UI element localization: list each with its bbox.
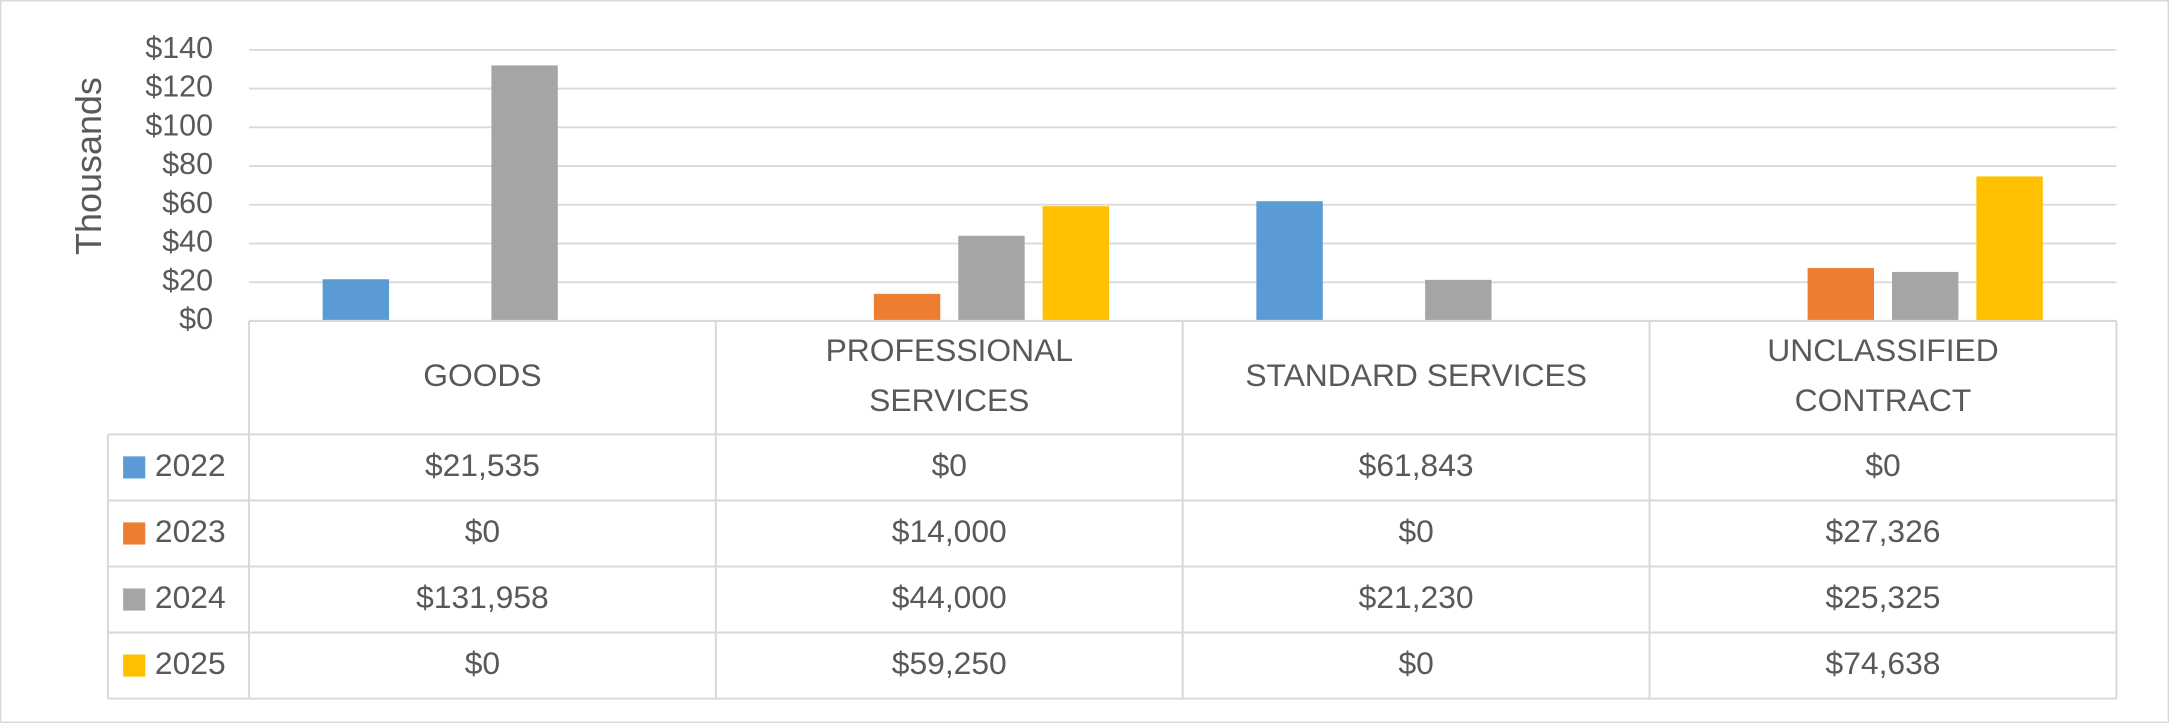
bar	[1256, 201, 1323, 321]
y-tick-label: $100	[145, 108, 213, 142]
bar	[1976, 176, 2043, 321]
data-label: $14,000	[892, 513, 1007, 549]
bar	[322, 279, 390, 321]
category-label: PROFESSIONAL	[826, 332, 1073, 368]
data-label: $21,535	[425, 447, 540, 483]
bar	[1042, 206, 1110, 321]
category-label: STANDARD SERVICES	[1245, 357, 1587, 393]
bar	[1891, 271, 1959, 321]
legend-swatch	[123, 522, 146, 545]
legend-swatch	[123, 588, 146, 611]
legend-label: 2022	[155, 447, 226, 483]
bar	[1807, 268, 1875, 321]
data-label: $0	[1865, 447, 1900, 483]
bar	[1425, 279, 1492, 321]
category-label: SERVICES	[869, 382, 1029, 418]
legend-swatch	[123, 456, 146, 479]
bar	[958, 235, 1025, 321]
data-label: $74,638	[1826, 645, 1941, 681]
data-label: $61,843	[1359, 447, 1474, 483]
data-label: $44,000	[892, 579, 1007, 615]
data-label: $0	[465, 645, 500, 681]
data-label: $59,250	[892, 645, 1007, 681]
data-label: $0	[465, 513, 500, 549]
legend-label: 2024	[155, 579, 226, 615]
data-label: $27,326	[1826, 513, 1941, 549]
data-label: $25,325	[1826, 579, 1941, 615]
bar	[491, 65, 558, 321]
category-label: UNCLASSIFIED	[1767, 332, 1998, 368]
data-label: $0	[1398, 645, 1433, 681]
category-label: GOODS	[423, 357, 541, 393]
y-tick-label: $140	[145, 31, 213, 65]
y-tick-label: $20	[162, 263, 213, 297]
legend-label: 2023	[155, 513, 226, 549]
y-tick-label: $40	[162, 225, 213, 259]
data-label: $0	[932, 447, 967, 483]
y-axis-label: Thousands	[68, 77, 109, 255]
y-tick-label: $120	[145, 70, 213, 104]
category-label: CONTRACT	[1795, 382, 1972, 418]
y-tick-label: $60	[162, 186, 213, 220]
data-label: $21,230	[1359, 579, 1474, 615]
y-tick-label: $80	[162, 147, 213, 181]
data-label: $0	[1398, 513, 1433, 549]
data-label: $131,958	[416, 579, 549, 615]
legend-label: 2025	[155, 645, 226, 681]
bar	[873, 293, 941, 321]
legend-swatch	[123, 654, 146, 677]
y-tick-label: $0	[179, 302, 213, 336]
